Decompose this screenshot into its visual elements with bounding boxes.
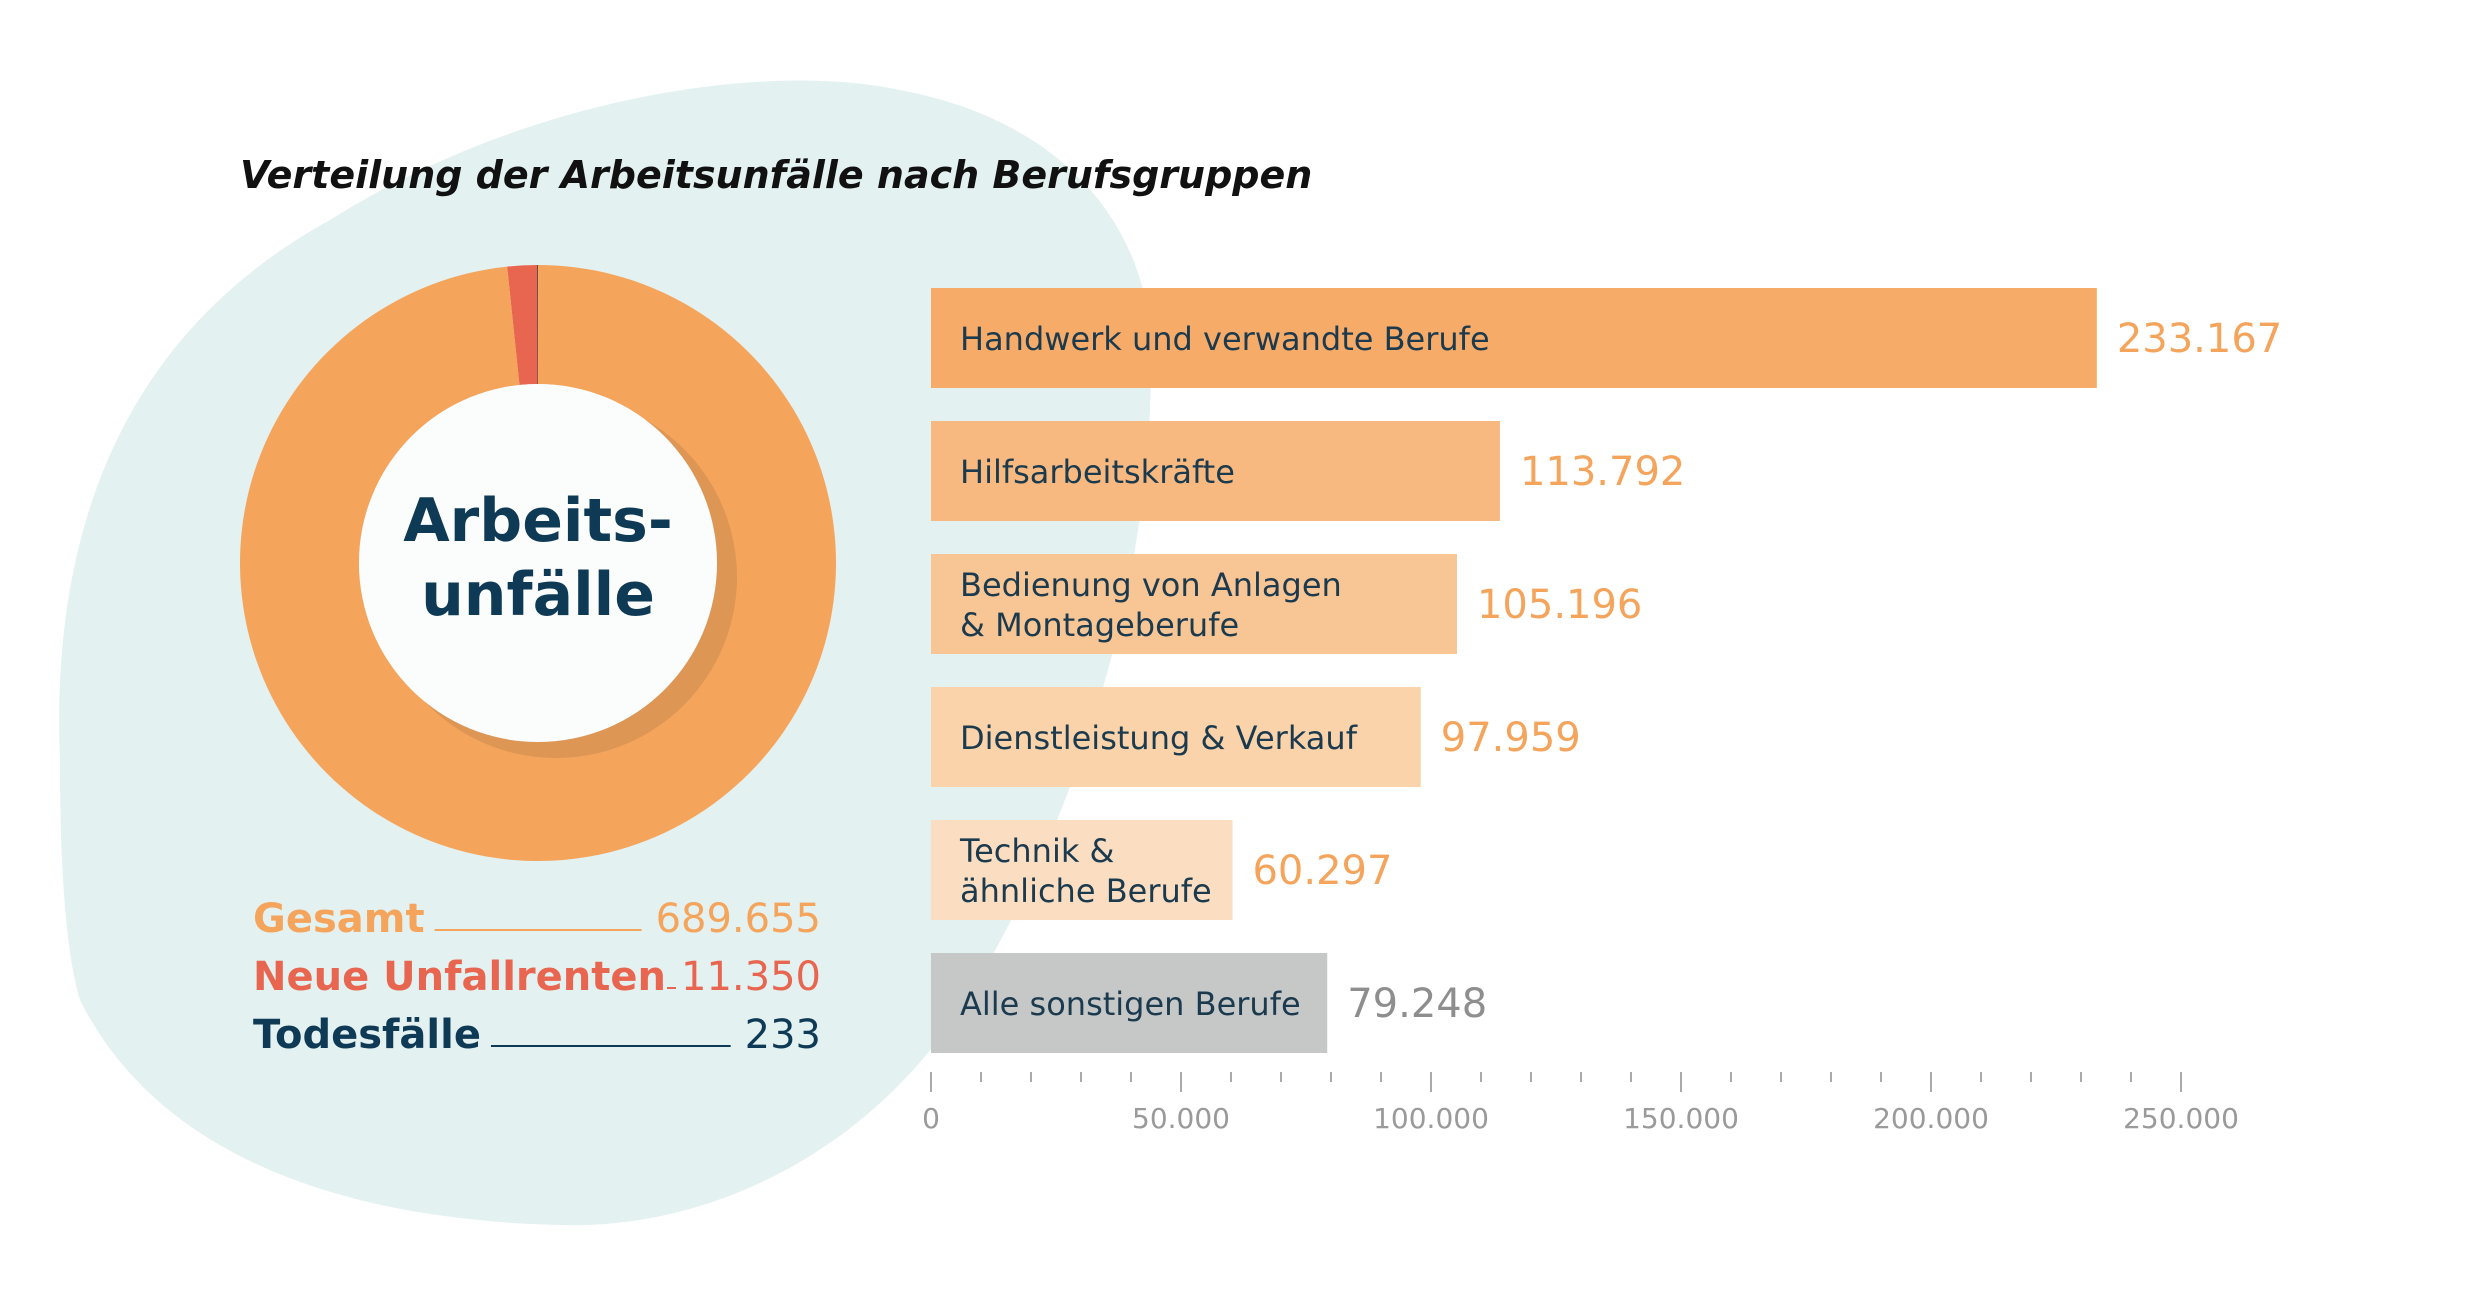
bar-group: Technik &ähnliche Berufe 60.297 — [931, 820, 1392, 920]
legend-value: 689.655 — [656, 896, 821, 942]
bar-group: Bedienung von Anlagen& Montageberufe 105.… — [931, 554, 1642, 654]
bar — [931, 953, 1328, 1053]
bar-category-label: Bedienung von Anlagen — [960, 566, 1342, 604]
chart-title: Verteilung der Arbeitsunfälle nach Beruf… — [240, 153, 1312, 197]
bar-category-label: Technik & — [959, 832, 1115, 870]
tick-label: 200.000 — [1873, 1102, 1989, 1135]
bar-value-label: 233.167 — [2117, 316, 2282, 362]
bar-value-label: 113.792 — [1520, 449, 1685, 495]
tick-label: 100.000 — [1373, 1102, 1489, 1135]
tick-label: 150.000 — [1623, 1102, 1739, 1135]
bar-category-label: Dienstleistung & Verkauf — [960, 719, 1358, 757]
tick-label: 250.000 — [2123, 1102, 2239, 1135]
bar — [931, 820, 1233, 920]
bar-value-label: 97.959 — [1441, 715, 1581, 761]
center-circle — [359, 384, 717, 742]
legend-value: 11.350 — [681, 954, 821, 1000]
bar-value-label: 79.248 — [1347, 981, 1487, 1027]
donut-slice-gesamt — [240, 265, 837, 861]
bar-group: Dienstleistung & Verkauf 97.959 — [931, 687, 1581, 787]
bar-category-label: Handwerk und verwandte Berufe — [960, 320, 1490, 358]
bar-value-label: 60.297 — [1252, 848, 1392, 894]
donut-slice-unfallrenten — [507, 265, 538, 385]
bar-category-label: Alle sonstigen Berufe — [960, 985, 1301, 1023]
tick-label: 0 — [922, 1102, 940, 1135]
donut-chart: Arbeits-unfälle — [240, 265, 837, 861]
tick-label: 50.000 — [1132, 1102, 1230, 1135]
bar-category-label: ähnliche Berufe — [960, 872, 1212, 910]
bar — [931, 554, 1457, 654]
center-label: Arbeits- — [403, 486, 673, 556]
bar-category-label: Hilfsarbeitskräfte — [960, 453, 1235, 491]
legend-label: Neue Unfallrenten — [253, 954, 666, 1000]
bar — [931, 288, 2097, 388]
bar-chart: Handwerk und verwandte Berufe 233.167 Hilf… — [931, 288, 2282, 1053]
bar-group: Handwerk und verwandte Berufe 233.167 — [931, 288, 2282, 388]
x-axis: 0 50.000 100.000 150.000 200.000 250.000 — [922, 1072, 2239, 1135]
center-label: unfälle — [421, 560, 655, 630]
legend-label: Todesfälle — [253, 1012, 481, 1058]
bar-value-label: 105.196 — [1477, 582, 1642, 628]
bar-category-label: & Montageberufe — [960, 606, 1239, 644]
bar-group: Alle sonstigen Berufe 79.248 — [931, 953, 1487, 1053]
donut-legend: Gesamt 689.655 Neue Unfallrenten 11.350 Tode… — [253, 896, 821, 1058]
bar — [931, 687, 1421, 787]
bar-group: Hilfsarbeitskräfte 113.792 — [931, 421, 1685, 521]
legend-label: Gesamt — [253, 896, 425, 942]
legend-value: 233 — [745, 1012, 821, 1058]
bar — [931, 421, 1500, 521]
